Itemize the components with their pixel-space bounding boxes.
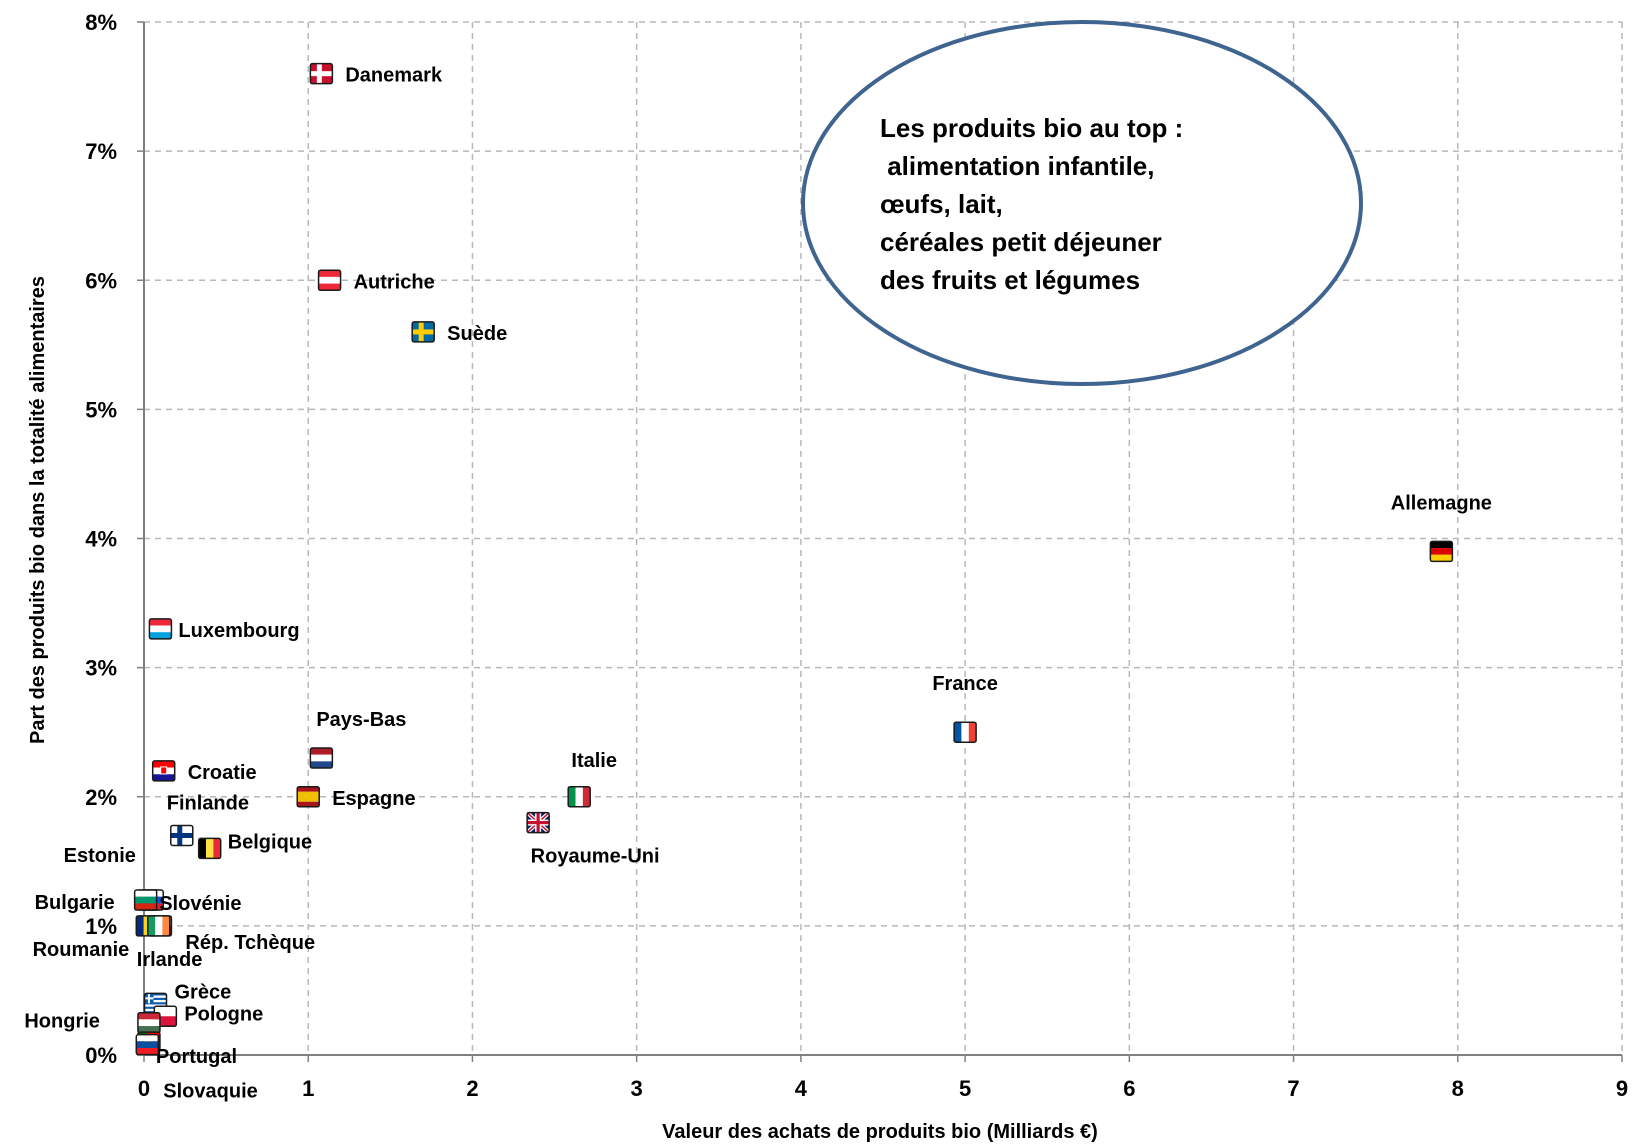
y-tick-label: 8% (85, 10, 117, 35)
data-point (296, 786, 320, 808)
x-tick-label: 5 (959, 1076, 971, 1101)
y-tick-label: 4% (85, 527, 117, 552)
x-tick-labels: 0 1 2 3 4 5 6 7 8 9 (138, 1076, 1628, 1101)
point-label: Estonie (64, 845, 136, 867)
annotation-line: céréales petit déjeuner (880, 227, 1162, 257)
france-flag-icon (953, 721, 977, 743)
x-tick-label: 2 (466, 1076, 478, 1101)
finland-flag-icon (170, 824, 194, 847)
y-tick-label: 0% (85, 1043, 117, 1068)
spain-flag-icon (296, 786, 320, 808)
data-points: Danemark Autriche Suède Allemagne Luxembourg… (24, 62, 1492, 1103)
data-point (148, 618, 173, 640)
y-tick-label: 6% (85, 268, 117, 293)
data-point (170, 824, 194, 847)
point-label: Slovaquie (163, 1081, 257, 1103)
data-point (953, 721, 977, 743)
y-axis-title: Part des produits bio dans la totalité a… (27, 276, 49, 744)
annotation-ellipse (801, 20, 1363, 386)
x-tick-label: 1 (302, 1076, 314, 1101)
point-label: Espagne (332, 788, 415, 810)
point-label: Pays-Bas (316, 709, 406, 731)
point-label: Pologne (184, 1003, 263, 1025)
point-label: Grèce (174, 981, 231, 1003)
point-label: Italie (571, 750, 617, 772)
annotation-callout: Les produits bio au top : alimentation i… (801, 20, 1363, 386)
data-point (197, 837, 222, 860)
point-label: Belgique (228, 831, 312, 853)
point-label: Allemagne (1391, 492, 1492, 514)
point-label: Hongrie (24, 1011, 100, 1033)
point-label: Bulgarie (35, 892, 115, 914)
data-point (1429, 540, 1454, 563)
bulgaria-flag-icon (133, 889, 158, 911)
point-label: Croatie (188, 762, 257, 784)
x-tick-label: 3 (631, 1076, 643, 1101)
x-tick-label: 6 (1123, 1076, 1135, 1101)
data-point (567, 786, 591, 808)
x-tick-label: 0 (138, 1076, 150, 1101)
netherlands-flag-icon (309, 747, 334, 769)
axes (137, 21, 1623, 1062)
hungary-flag-icon (137, 1011, 161, 1034)
ireland-flag-icon (147, 915, 171, 937)
x-axis-title: Valeur des achats de produits bio (Milli… (662, 1121, 1098, 1143)
croatia-flag-icon (151, 760, 176, 782)
data-point (147, 915, 171, 937)
point-label: Suède (447, 323, 507, 345)
italy-flag-icon (567, 786, 591, 808)
point-label: Autriche (354, 271, 435, 293)
point-label: Finlande (167, 792, 249, 814)
point-label: Roumanie (33, 939, 130, 961)
data-point (525, 811, 551, 835)
denmark-flag-icon (309, 62, 334, 85)
data-point (135, 1033, 160, 1056)
x-tick-label: 7 (1287, 1076, 1299, 1101)
x-tick-label: 9 (1616, 1076, 1628, 1101)
point-label: Irlande (137, 949, 203, 971)
annotation-line: œufs, lait, (880, 189, 1003, 219)
y-tick-label: 1% (85, 914, 117, 939)
sweden-flag-icon (411, 321, 435, 343)
data-point (137, 1011, 161, 1034)
y-tick-label: 3% (85, 656, 117, 681)
data-point (309, 747, 334, 769)
data-point (133, 889, 158, 911)
x-tick-label: 8 (1452, 1076, 1464, 1101)
point-label: Royaume-Uni (531, 846, 660, 868)
germany-flag-icon (1429, 540, 1454, 563)
y-tick-label: 2% (85, 785, 117, 810)
data-point (317, 269, 342, 291)
annotation-line: Les produits bio au top : (880, 113, 1183, 143)
slovakia-flag-icon (135, 1033, 160, 1056)
y-tick-labels: 0% 1% 2% 3% 4% 5% 6% 7% 8% (85, 10, 117, 1068)
uk-flag-icon (525, 811, 551, 835)
point-label: Rép. Tchèque (185, 932, 315, 954)
data-point (309, 62, 334, 85)
data-point (411, 321, 435, 343)
austria-flag-icon (317, 269, 342, 291)
belgium-flag-icon (197, 837, 222, 860)
y-tick-label: 7% (85, 139, 117, 164)
annotation-line: des fruits et légumes (880, 265, 1140, 295)
luxembourg-flag-icon (148, 618, 173, 640)
x-tick-label: 4 (795, 1076, 808, 1101)
point-label: France (932, 673, 998, 695)
y-tick-label: 5% (85, 397, 117, 422)
point-label: Portugal (156, 1046, 237, 1068)
annotation-line: alimentation infantile, (880, 151, 1154, 181)
annotation-text: Les produits bio au top : alimentation i… (880, 113, 1191, 295)
point-label: Slovénie (159, 893, 241, 915)
point-label: Danemark (345, 65, 443, 87)
data-point (151, 760, 176, 782)
point-label: Luxembourg (178, 620, 299, 642)
